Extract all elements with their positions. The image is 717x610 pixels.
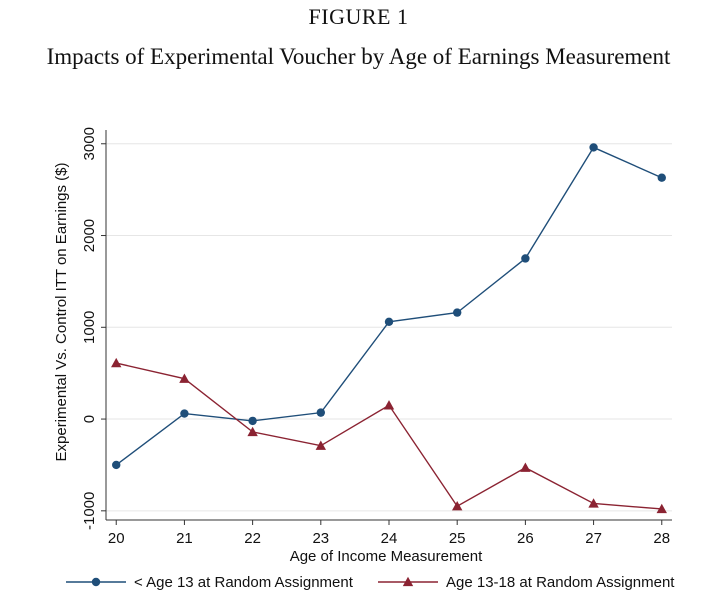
y-axis-label: Experimental Vs. Control ITT on Earnings… [53,162,70,461]
y-tick-label: -1000 [81,492,98,530]
series-1-point [180,409,189,418]
x-tick-label: 23 [312,530,329,547]
legend-label: Age 13-18 at Random Assignment [446,574,675,591]
series-2-point [247,426,258,437]
series-1 [112,143,666,470]
legend-swatch-marker [402,576,414,587]
legend-item-1: < Age 13 at Random Assignment [66,574,354,591]
series-1-point [248,416,257,426]
x-tick-label: 24 [381,530,398,547]
x-tick-label: 21 [176,530,193,547]
series-1-point [112,460,121,470]
y-tick-label: 3000 [81,127,98,160]
series-2 [111,357,667,514]
series-2-line [116,362,662,510]
series-2-point [383,400,395,410]
series-1-point [316,408,326,417]
series-1-point [521,254,530,263]
series-layer [111,143,667,514]
axes: -1000 0 1000 2000 3000 20 21 22 23 24 25 26 27 28 [81,127,672,547]
series-1-point [384,317,394,326]
figure-title: Impacts of Experimental Voucher by Age o… [46,44,671,69]
x-tick-label: 27 [585,530,602,547]
x-axis-label: Age of Income Measurement [290,548,483,565]
x-tick-label: 22 [244,530,261,547]
legend-swatch-marker [91,577,101,587]
series-1-point [657,173,666,182]
y-tick-label: 1000 [81,311,98,344]
x-tick-label: 26 [517,530,534,547]
gridlines [106,143,672,512]
legend-item-2: Age 13-18 at Random Assignment [378,574,675,591]
x-tick-label: 25 [449,530,466,547]
series-2-point [520,462,531,472]
series-2-point [315,440,327,450]
series-1-point [452,308,462,317]
y-tick-label: 0 [81,415,98,423]
legend-label: < Age 13 at Random Assignment [134,574,354,591]
series-2-point [588,498,599,508]
x-tick-label: 20 [108,530,125,547]
x-tick-label: 28 [653,530,670,547]
series-2-point [656,503,667,514]
series-2-point [179,373,190,383]
series-2-point [451,501,463,511]
legend: < Age 13 at Random Assignment Age 13-18 a… [66,574,675,591]
series-1-point [589,143,598,152]
series-2-point [111,357,122,368]
series-1-line [115,146,663,466]
y-tick-label: 2000 [81,219,98,252]
figure-label: FIGURE 1 [308,4,409,29]
